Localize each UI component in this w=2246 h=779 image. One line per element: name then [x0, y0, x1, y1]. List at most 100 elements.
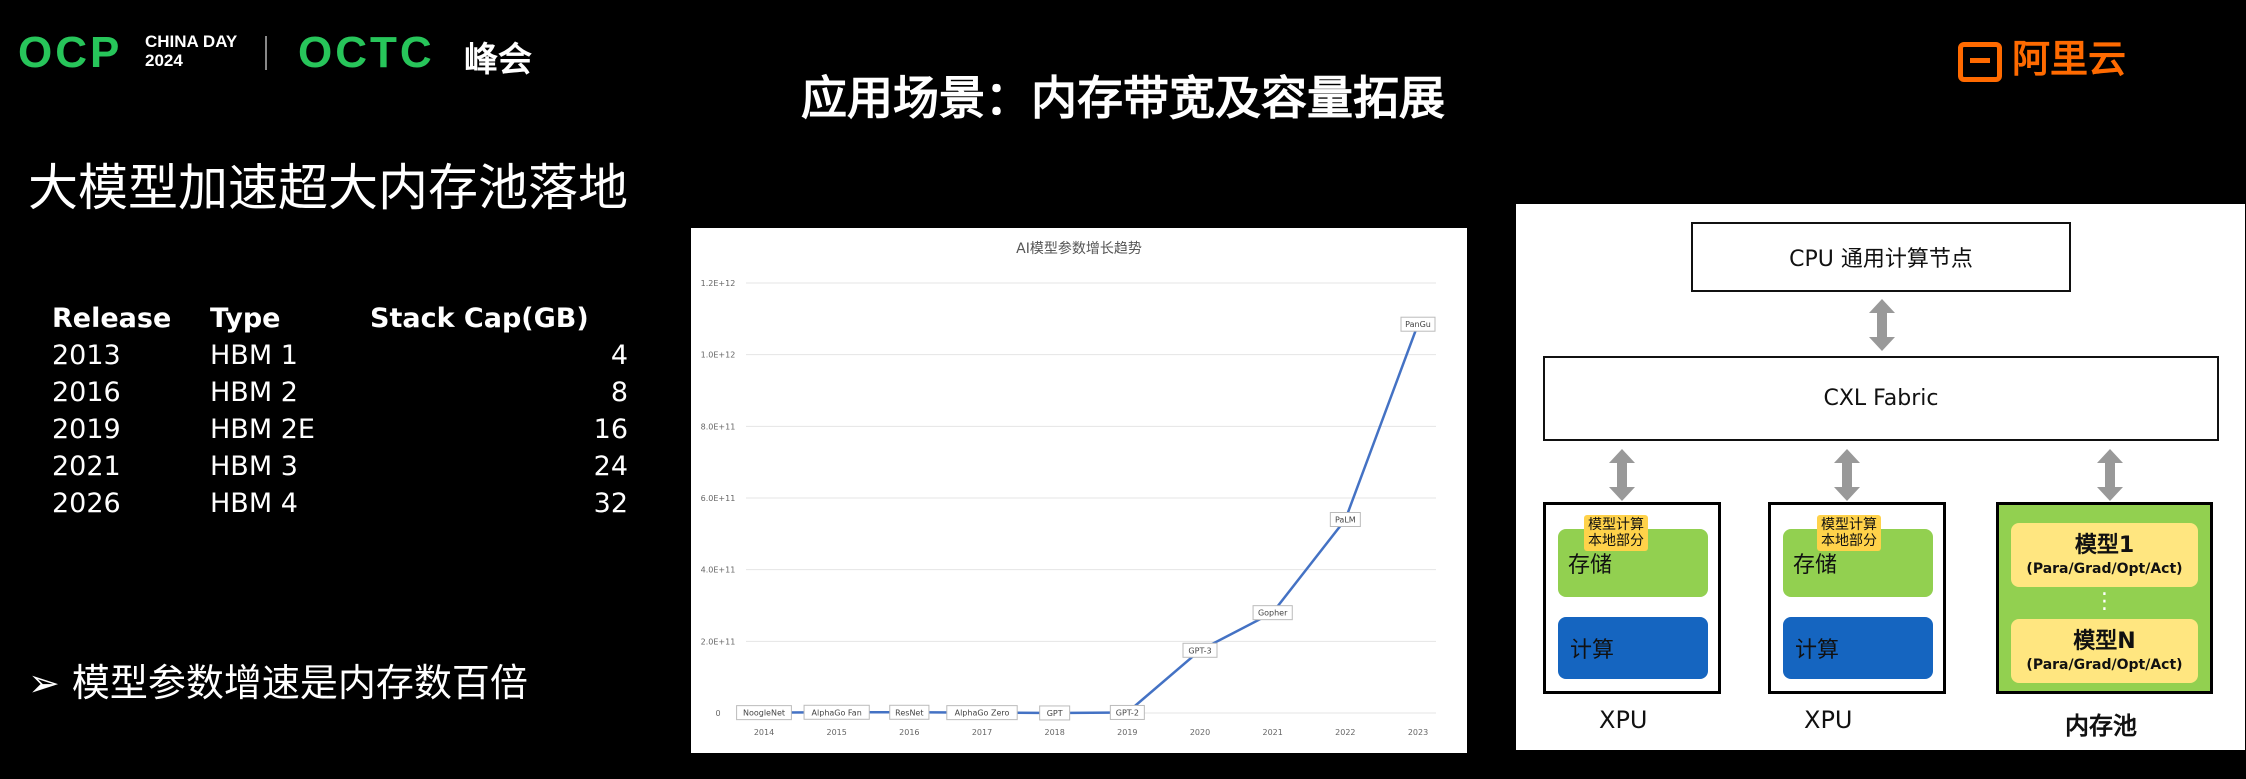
- point-label: AlphaGo Fan: [812, 708, 862, 717]
- xpu-box: 存储 模型计算 本地部分 计算: [1768, 502, 1946, 694]
- table-cell: 8: [610, 377, 628, 408]
- compute-block: 计算: [1558, 617, 1708, 679]
- table-cell: 2016: [52, 377, 121, 408]
- y-tick-label: 1.0E+12: [701, 351, 736, 360]
- point-label-box: [1182, 642, 1218, 658]
- table-cell: 24: [593, 451, 628, 482]
- local-compute-tag: 模型计算 本地部分: [1584, 515, 1648, 551]
- ocp-china-day: CHINA DAY: [145, 32, 238, 51]
- model-n-detail: (Para/Grad/Opt/Act): [2026, 657, 2183, 673]
- table-cell: 16: [593, 414, 628, 445]
- x-tick-label: 2023: [1408, 728, 1428, 737]
- double-arrow-icon: [1869, 299, 1895, 351]
- model-1-block: 模型1 (Para/Grad/Opt/Act): [2011, 523, 2198, 587]
- series-line: [763, 323, 1420, 715]
- point-label-box: [1039, 705, 1071, 721]
- point-label-box: [946, 705, 1018, 721]
- table-cell: HBM 3: [210, 451, 298, 482]
- model-1-name: 模型1: [2074, 533, 2135, 558]
- chart-title: AI模型参数增长趋势: [1016, 240, 1142, 257]
- double-arrow-icon: [1834, 449, 1860, 501]
- table-row: 2019 HBM 2E 16: [52, 411, 628, 448]
- cxl-fabric-box: CXL Fabric: [1543, 356, 2219, 441]
- table-cell: HBM 4: [210, 488, 298, 519]
- aliyun-logo-text: 阿里云: [2012, 37, 2127, 81]
- table-row: 2013 HBM 1 4: [52, 337, 628, 374]
- table-cell: HBM 2: [210, 377, 298, 408]
- y-tick-label: 8.0E+11: [701, 422, 736, 431]
- point-label-box: [1109, 704, 1145, 720]
- table-cell: 32: [593, 488, 628, 519]
- ocp-logo: OCP: [18, 28, 123, 77]
- y-tick-label: 2.0E+11: [701, 637, 736, 646]
- model-1-detail: (Para/Grad/Opt/Act): [2026, 561, 2183, 577]
- x-tick-label: 2015: [826, 728, 846, 737]
- point-label: Gopher: [1258, 609, 1288, 618]
- local-compute-tag: 模型计算 本地部分: [1817, 515, 1881, 551]
- x-tick-label: 2018: [1044, 728, 1064, 737]
- double-arrow-icon: [1609, 449, 1635, 501]
- point-label: AlphaGo Zero: [955, 709, 1010, 718]
- hbm-table: Release Type Stack Cap(GB) 2013 HBM 1 4 …: [52, 300, 628, 522]
- architecture-diagram: CPU 通用计算节点 CXL Fabric 存储 模型计算 本地部分 计算 XP…: [1516, 204, 2245, 750]
- xpu-label: XPU: [1599, 706, 1648, 734]
- y-tick-label: 4.0E+11: [701, 566, 736, 575]
- table-header-row: Release Type Stack Cap(GB): [52, 300, 628, 337]
- aliyun-logo: 阿里云: [1958, 28, 2126, 83]
- octc-logo: OCTC: [298, 28, 435, 77]
- table-row: 2021 HBM 3 24: [52, 448, 628, 485]
- point-label: GPT: [1047, 709, 1063, 718]
- ocp-year: 2024: [145, 51, 183, 70]
- tag-line: 本地部分: [1821, 533, 1877, 549]
- xpu-box: 存储 模型计算 本地部分 计算: [1543, 502, 1721, 694]
- xpu-label: XPU: [1804, 706, 1853, 734]
- memory-pool-label: 内存池: [2065, 712, 2137, 740]
- double-arrow-icon: [2097, 449, 2123, 501]
- table-header: Stack Cap(GB): [370, 303, 589, 334]
- section-heading: 大模型加速超大内存池落地: [28, 159, 628, 217]
- x-tick-label: 2016: [899, 728, 919, 737]
- table-header: Release: [52, 303, 172, 334]
- chart-panel: AI模型参数增长趋势 0 2.0E+11 4.0E+11 6.0E+11 8.0E+11 1…: [691, 228, 1467, 753]
- tag-line: 模型计算: [1821, 517, 1877, 533]
- point-label: ResNet: [895, 708, 923, 717]
- point-label-box: [1400, 316, 1436, 332]
- x-tick-label: 2017: [972, 728, 992, 737]
- tag-line: 模型计算: [1588, 517, 1644, 533]
- point-label: PanGu: [1405, 320, 1431, 329]
- model-n-name: 模型N: [2073, 629, 2136, 654]
- memory-pool-box: 模型1 (Para/Grad/Opt/Act) ⋮ 模型N (Para/Grad…: [1996, 502, 2213, 694]
- table-cell: HBM 1: [210, 340, 298, 371]
- table-cell: HBM 2E: [210, 414, 315, 445]
- x-tick-label: 2014: [754, 728, 774, 737]
- ocp-logo-subtext: CHINA DAY 2024: [145, 32, 237, 70]
- point-label: PaLM: [1335, 516, 1356, 525]
- point-label: NoogleNet: [743, 709, 785, 718]
- x-tick-label: 2022: [1335, 728, 1355, 737]
- compute-block: 计算: [1783, 617, 1933, 679]
- table-row: 2016 HBM 2 8: [52, 374, 628, 411]
- page-title: 应用场景：内存带宽及容量拓展: [801, 71, 1445, 125]
- y-tick-label: 6.0E+11: [701, 494, 736, 503]
- point-label-box: [1329, 512, 1361, 527]
- model-n-block: 模型N (Para/Grad/Opt/Act): [2011, 619, 2198, 683]
- tag-line: 本地部分: [1588, 533, 1644, 549]
- logo-divider: [265, 36, 267, 70]
- table-cell: 4: [610, 340, 628, 371]
- table-row: 2026 HBM 4 32: [52, 485, 628, 522]
- table-header: Type: [210, 303, 281, 334]
- octc-logo-subtext: 峰会: [464, 40, 532, 80]
- aliyun-bracket-icon: [1958, 41, 2002, 82]
- point-label: GPT-2: [1116, 708, 1139, 717]
- point-label-box: [889, 704, 930, 720]
- cpu-node-box: CPU 通用计算节点: [1691, 222, 2071, 292]
- x-tick-label: 2021: [1262, 728, 1282, 737]
- point-label: GPT-3: [1188, 646, 1211, 655]
- point-label-box: [1252, 605, 1293, 621]
- table-cell: 2026: [52, 488, 121, 519]
- bullet-point: ➢ 模型参数增速是内存数百倍: [28, 661, 528, 705]
- x-tick-label: 2020: [1190, 728, 1210, 737]
- point-label-box: [736, 705, 792, 721]
- y-tick-label: 0: [715, 709, 720, 718]
- table-cell: 2013: [52, 340, 121, 371]
